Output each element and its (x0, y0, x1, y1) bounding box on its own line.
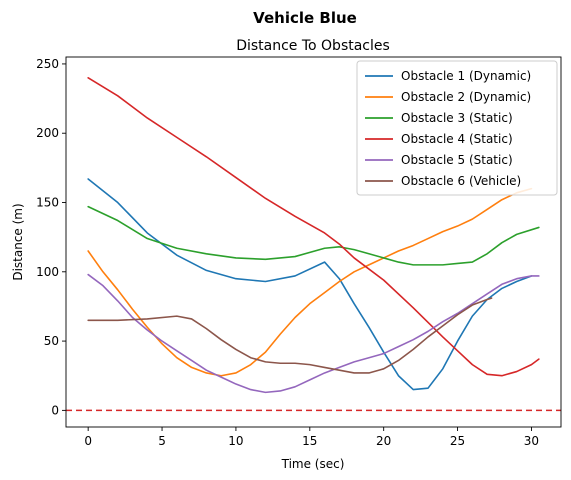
x-tick-label: 25 (450, 434, 465, 448)
y-tick-label: 250 (36, 57, 59, 71)
x-axis-ticks: 0 5 10 15 20 25 30 (84, 427, 539, 448)
y-tick-label: 50 (44, 334, 59, 348)
x-tick-label: 30 (524, 434, 539, 448)
legend-label: Obstacle 1 (Dynamic) (401, 69, 531, 83)
y-axis-label: Distance (m) (11, 203, 25, 280)
series-line-2 (87, 187, 533, 377)
plot-frame (65, 56, 562, 428)
x-tick-label: 20 (376, 434, 391, 448)
x-tick-label: 10 (228, 434, 243, 448)
legend-label: Obstacle 2 (Dynamic) (401, 90, 531, 104)
legend-label: Obstacle 5 (Static) (401, 153, 513, 167)
legend-box (356, 60, 558, 196)
y-axis-ticks: 0 50 100 150 200 250 (36, 57, 66, 417)
y-tick-label: 100 (36, 265, 59, 279)
x-tick-label: 0 (84, 434, 92, 448)
series-line-1 (87, 178, 533, 391)
chart-title: Distance To Obstacles (236, 38, 390, 54)
x-axis-label: Time (sec) (281, 457, 345, 471)
series-line-5 (87, 273, 540, 394)
legend: Obstacle 1 (Dynamic) Obstacle 2 (Dynamic)… (356, 60, 558, 196)
legend-label: Obstacle 6 (Vehicle) (401, 174, 521, 188)
y-tick-label: 200 (36, 126, 59, 140)
legend-label: Obstacle 4 (Static) (401, 132, 513, 146)
y-tick-label: 150 (36, 196, 59, 210)
series-line-6 (87, 297, 493, 374)
series-layer (87, 76, 540, 394)
series-line-4 (87, 76, 540, 377)
y-tick-label: 0 (51, 403, 59, 417)
x-tick-label: 5 (158, 434, 166, 448)
chart-suptitle: Vehicle Blue (253, 9, 357, 27)
x-tick-label: 15 (302, 434, 317, 448)
legend-label: Obstacle 3 (Static) (401, 111, 513, 125)
series-line-3 (87, 205, 540, 266)
